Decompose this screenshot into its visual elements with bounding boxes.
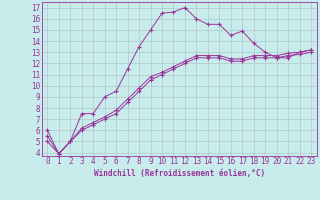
X-axis label: Windchill (Refroidissement éolien,°C): Windchill (Refroidissement éolien,°C)	[94, 169, 265, 178]
